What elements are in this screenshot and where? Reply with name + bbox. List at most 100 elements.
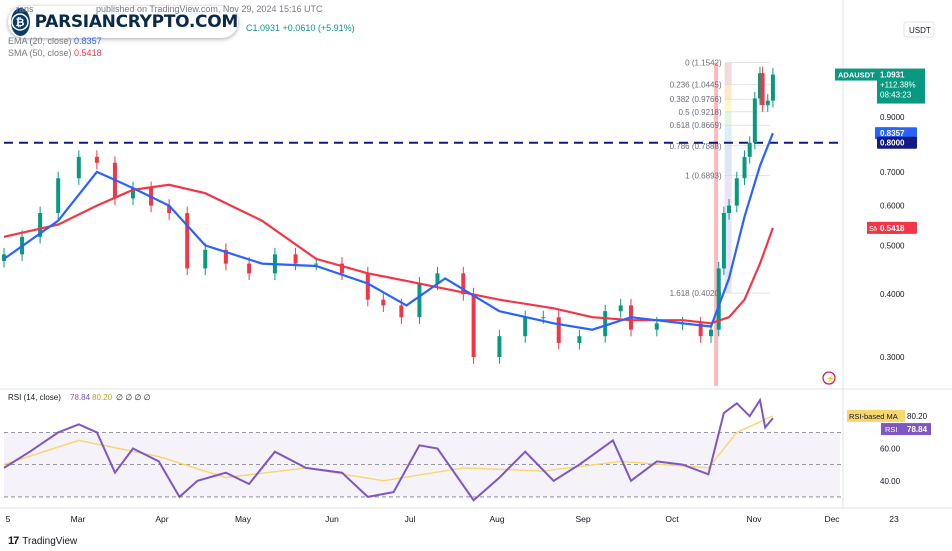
price-tick-label: 0.7000 [880, 168, 905, 177]
watermark-text: PARSIANCRYPTO.COM [34, 12, 239, 32]
time-axis-label: Sep [575, 514, 590, 524]
price-badge-bg [877, 68, 925, 104]
rsi-line [3, 397, 774, 502]
price-badge-price: 1.0931 [880, 71, 905, 80]
candle-body [734, 178, 739, 206]
fib-anchor-bar [714, 62, 719, 386]
currency-box [903, 21, 935, 38]
close-quote: C1.0931 [246, 23, 281, 33]
candle-body [654, 323, 659, 330]
ema-legend[interactable]: EMA (20, close) 0.8357 [8, 36, 102, 46]
ema20-line [3, 132, 774, 331]
candle-body [293, 254, 298, 264]
candle-body [340, 263, 345, 274]
candle-body [752, 98, 757, 143]
candle-body [765, 100, 770, 106]
candle-body [603, 311, 608, 337]
candle-body [758, 73, 763, 99]
level-value-badge-bg [877, 136, 917, 149]
candle-body [461, 273, 466, 295]
fib-zone-band [724, 99, 732, 112]
candle-body [76, 156, 81, 179]
candle-body [770, 74, 775, 101]
tradingview-brand: TradingView [22, 535, 78, 547]
candle-body [314, 263, 319, 265]
candle-body [708, 329, 713, 337]
price-tick-label: 0.4000 [880, 290, 905, 299]
candle-body [223, 249, 228, 264]
fib-zone-band [724, 111, 732, 126]
sma50-line [3, 183, 774, 325]
candle-body [541, 317, 546, 319]
fib-level-label: 0.786 (0.7888) [670, 142, 722, 151]
ema-legend-value: 0.8357 [74, 36, 102, 46]
svg-text:₿: ₿ [16, 16, 25, 29]
candle-body [577, 336, 582, 343]
fib-level-label: 0 (1.1542) [685, 59, 722, 68]
fib-zone-band [724, 84, 732, 100]
tradingview-logo-icon: 17 [8, 535, 19, 547]
fib-zone-band [724, 175, 732, 294]
tradingview-footer[interactable]: 17 TradingView [8, 535, 77, 547]
candle-body [727, 205, 732, 213]
sma-legend[interactable]: SMA (50, close) 0.5418 [8, 48, 102, 58]
fib-level-label: 0.236 (1.0445) [670, 80, 722, 89]
price-badge-change: +112.38% [880, 81, 916, 90]
candle-body [721, 212, 726, 269]
rsi-header-value: 78.84 [70, 393, 91, 402]
rsi-tick-label: 40.00 [880, 477, 901, 486]
time-axis-label: Nov [746, 514, 762, 524]
time-axis-label: Mar [71, 514, 86, 524]
sma-value-badge: 0.5418 [880, 224, 905, 233]
candle-body [131, 188, 136, 199]
candle-body [523, 317, 528, 337]
watermark-logo: ₿ PARSIANCRYPTO.COM [8, 6, 238, 38]
rsi-ma-badge-bg [847, 409, 905, 422]
candle-body [399, 305, 404, 318]
time-axis-label: Jun [325, 514, 339, 524]
bitcoin-icon: ₿ [11, 8, 30, 36]
candle-body [471, 294, 476, 357]
rsi-badge-bg [881, 423, 931, 436]
currency-label: USDT [909, 26, 931, 35]
candle-body [618, 305, 623, 312]
rsi-ma-badge-value: 80.20 [907, 412, 928, 421]
rsi-ma-badge-name: RSI-based MA [849, 412, 898, 421]
rsi-header-zeros: ∅ ∅ ∅ ∅ [116, 393, 151, 402]
lightning-icon [822, 371, 836, 385]
fib-zone-band [724, 125, 732, 146]
sma-value-badge-bg [877, 221, 917, 234]
price-tick-label: 0.6000 [880, 202, 905, 211]
ema-value-badge: 0.8357 [880, 129, 905, 138]
price-tick-label: 0.3000 [880, 353, 905, 362]
ema-legend-label: EMA (20, close) [8, 36, 72, 46]
fib-level-label: 0.5 (0.9218) [678, 108, 721, 117]
price-tick-label: 0.5000 [880, 241, 905, 250]
fib-level-label: 0.618 (0.8669) [670, 121, 722, 130]
lightning-glyph: ⚡ [826, 374, 835, 383]
candle-body [167, 205, 172, 213]
fib-zone-band [724, 62, 732, 85]
candle-body [203, 249, 208, 269]
candle-body [435, 273, 440, 284]
candle-body [742, 156, 747, 179]
time-axis-label: May [235, 514, 252, 524]
ticker-badge-bg [835, 68, 877, 81]
candle-body [185, 212, 190, 269]
rsi-badge-name: RSI [885, 425, 898, 434]
candle-body [381, 299, 386, 306]
rsi-tick-label: 60.00 [880, 445, 901, 454]
ticker-badge: ADAUSDT [838, 71, 875, 80]
rsi-header-label: RSI (14, close) [8, 393, 61, 402]
candle-body [760, 73, 765, 106]
candle-body [497, 336, 502, 357]
sma-legend-label: SMA (50, close) [8, 48, 72, 58]
quote-line: C1.0931 +0.0610 (+5.91%) [246, 23, 355, 33]
candle-body [556, 317, 561, 343]
price-badge-countdown: 08:43:23 [880, 91, 912, 100]
time-axis-label: Oct [665, 514, 679, 524]
candle-body [365, 273, 370, 300]
rsi-header-ma: 80.20 [92, 393, 113, 402]
